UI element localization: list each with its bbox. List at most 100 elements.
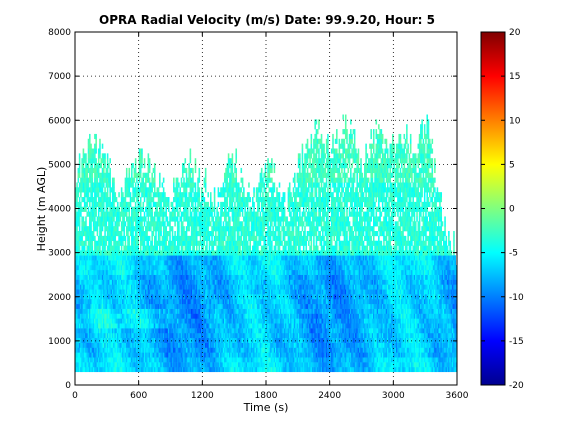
heatmap-cell — [187, 182, 189, 188]
heatmap-cell — [227, 313, 230, 319]
heatmap-cell — [142, 357, 145, 363]
heatmap-cell — [180, 332, 183, 339]
heatmap-cell — [136, 211, 138, 217]
heatmap-cell — [108, 235, 110, 242]
heatmap-cell — [231, 163, 234, 169]
heatmap-cell — [131, 328, 133, 334]
heatmap-cell — [184, 323, 187, 329]
heatmap-cell — [180, 211, 183, 217]
heatmap-cell — [90, 153, 92, 159]
heatmap-cell — [216, 269, 218, 275]
heatmap-cell — [237, 206, 240, 212]
heatmap-cell — [113, 284, 115, 290]
heatmap-cell — [136, 303, 138, 309]
heatmap-cell — [75, 284, 77, 290]
heatmap-cell — [187, 366, 189, 373]
heatmap-cell — [110, 206, 113, 212]
heatmap-cell — [207, 264, 209, 271]
heatmap-cell — [82, 172, 85, 178]
heatmap-cell — [100, 328, 103, 334]
heatmap-cell — [156, 294, 159, 300]
heatmap-cell — [239, 206, 241, 212]
heatmap-cell — [101, 328, 104, 334]
heatmap-cell — [155, 347, 157, 353]
heatmap-cell — [164, 337, 166, 343]
heatmap-cell — [87, 323, 90, 329]
heatmap-cell — [165, 313, 167, 319]
heatmap-cell — [155, 245, 157, 251]
heatmap-cell — [160, 192, 162, 198]
heatmap-cell — [167, 357, 170, 363]
heatmap-cell — [174, 357, 176, 363]
heatmap-cell — [147, 362, 150, 368]
heatmap-cell — [132, 231, 134, 237]
heatmap-cell — [146, 192, 148, 198]
heatmap-cell — [92, 167, 95, 174]
heatmap-cell — [173, 357, 175, 363]
heatmap-cell — [159, 284, 161, 290]
heatmap-cell — [165, 284, 167, 290]
heatmap-cell — [234, 308, 236, 314]
heatmap-cell — [86, 192, 89, 198]
heatmap-cell — [221, 231, 223, 237]
heatmap-cell — [124, 352, 127, 358]
heatmap-cell — [92, 347, 95, 353]
heatmap-cell — [129, 201, 132, 208]
heatmap-cell — [127, 221, 129, 227]
heatmap-cell — [127, 240, 129, 246]
heatmap-cell — [156, 187, 159, 193]
heatmap-cell — [194, 206, 197, 212]
heatmap-cell — [231, 158, 234, 164]
heatmap-cell — [152, 182, 155, 188]
heatmap-cell — [209, 323, 212, 329]
heatmap-cell — [235, 216, 238, 222]
heatmap-cell — [226, 269, 229, 275]
heatmap-cell — [232, 255, 235, 261]
heatmap-cell — [183, 303, 185, 309]
heatmap-cell — [152, 250, 155, 256]
heatmap-cell — [111, 274, 114, 280]
heatmap-cell — [195, 298, 198, 305]
heatmap-cell — [160, 362, 162, 368]
heatmap-cell — [221, 303, 223, 309]
heatmap-cell — [225, 294, 227, 300]
heatmap-cell — [204, 206, 207, 212]
heatmap-cell — [104, 279, 106, 285]
heatmap-cell — [141, 221, 143, 227]
heatmap-cell — [95, 138, 97, 144]
heatmap-cell — [109, 172, 111, 178]
heatmap-cell — [239, 294, 241, 300]
heatmap-cell — [145, 298, 147, 305]
heatmap-cell — [87, 192, 90, 198]
heatmap-cell — [170, 352, 173, 358]
heatmap-cell — [218, 328, 221, 334]
heatmap-cell — [75, 366, 77, 373]
heatmap-cell — [101, 216, 104, 222]
heatmap-cell — [178, 245, 180, 251]
heatmap-cell — [179, 308, 181, 314]
heatmap-cell — [222, 357, 225, 363]
heatmap-cell — [76, 260, 78, 266]
heatmap-cell — [147, 167, 150, 174]
heatmap-cell — [105, 264, 108, 271]
heatmap-cell — [192, 357, 194, 363]
heatmap-cell — [146, 172, 148, 178]
heatmap-cell — [145, 357, 147, 363]
heatmap-cell — [229, 274, 231, 280]
heatmap-cell — [237, 332, 240, 339]
heatmap-cell — [229, 357, 231, 363]
heatmap-cell — [104, 158, 106, 164]
heatmap-cell — [90, 318, 92, 324]
heatmap-cell — [204, 308, 207, 314]
heatmap-cell — [232, 264, 235, 271]
heatmap-cell — [128, 284, 131, 290]
heatmap-cell — [179, 332, 181, 339]
heatmap-cell — [187, 235, 189, 242]
heatmap-cell — [104, 308, 106, 314]
heatmap-cell — [217, 357, 220, 363]
heatmap-cell — [201, 279, 203, 285]
heatmap-cell — [110, 328, 113, 334]
heatmap-cell — [117, 366, 119, 373]
heatmap-cell — [76, 192, 78, 198]
heatmap-cell — [90, 342, 92, 348]
